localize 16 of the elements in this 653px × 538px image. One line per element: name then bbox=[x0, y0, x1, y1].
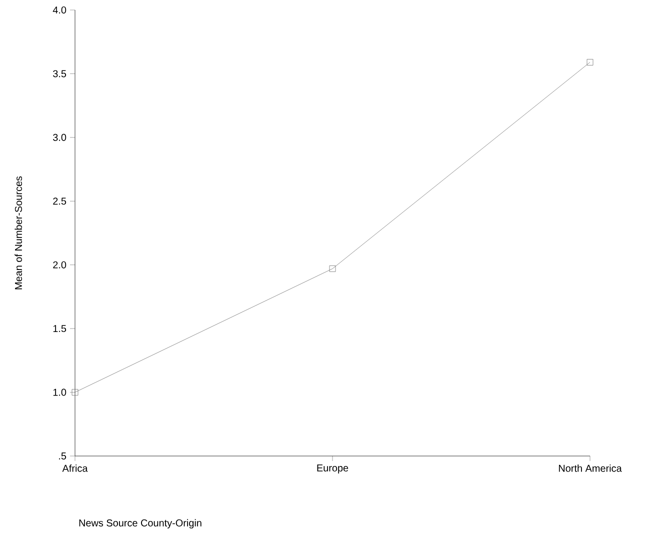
x-tick-label: North America bbox=[558, 464, 622, 472]
y-tick-label: .5 bbox=[59, 452, 66, 460]
y-tick-label: 3.0 bbox=[53, 134, 66, 141]
y-tick-label: 2.5 bbox=[53, 198, 66, 205]
y-tick-label: 3.5 bbox=[53, 70, 66, 78]
point bbox=[586, 59, 594, 66]
point bbox=[329, 265, 336, 272]
y-tick-label: 2.0 bbox=[53, 261, 66, 268]
x-tick-label: Europe bbox=[317, 464, 348, 474]
point bbox=[72, 389, 78, 396]
x-tick-label: Africa bbox=[62, 464, 88, 472]
y-tick-label: 4.0 bbox=[52, 6, 66, 14]
y-tick-label: 1.5 bbox=[53, 325, 66, 332]
x-axis-title: News Source County-Origin bbox=[79, 519, 202, 528]
y-tick-label: 1.0 bbox=[53, 388, 66, 396]
y-axis-title: Mean of Number-Sources bbox=[14, 176, 22, 290]
